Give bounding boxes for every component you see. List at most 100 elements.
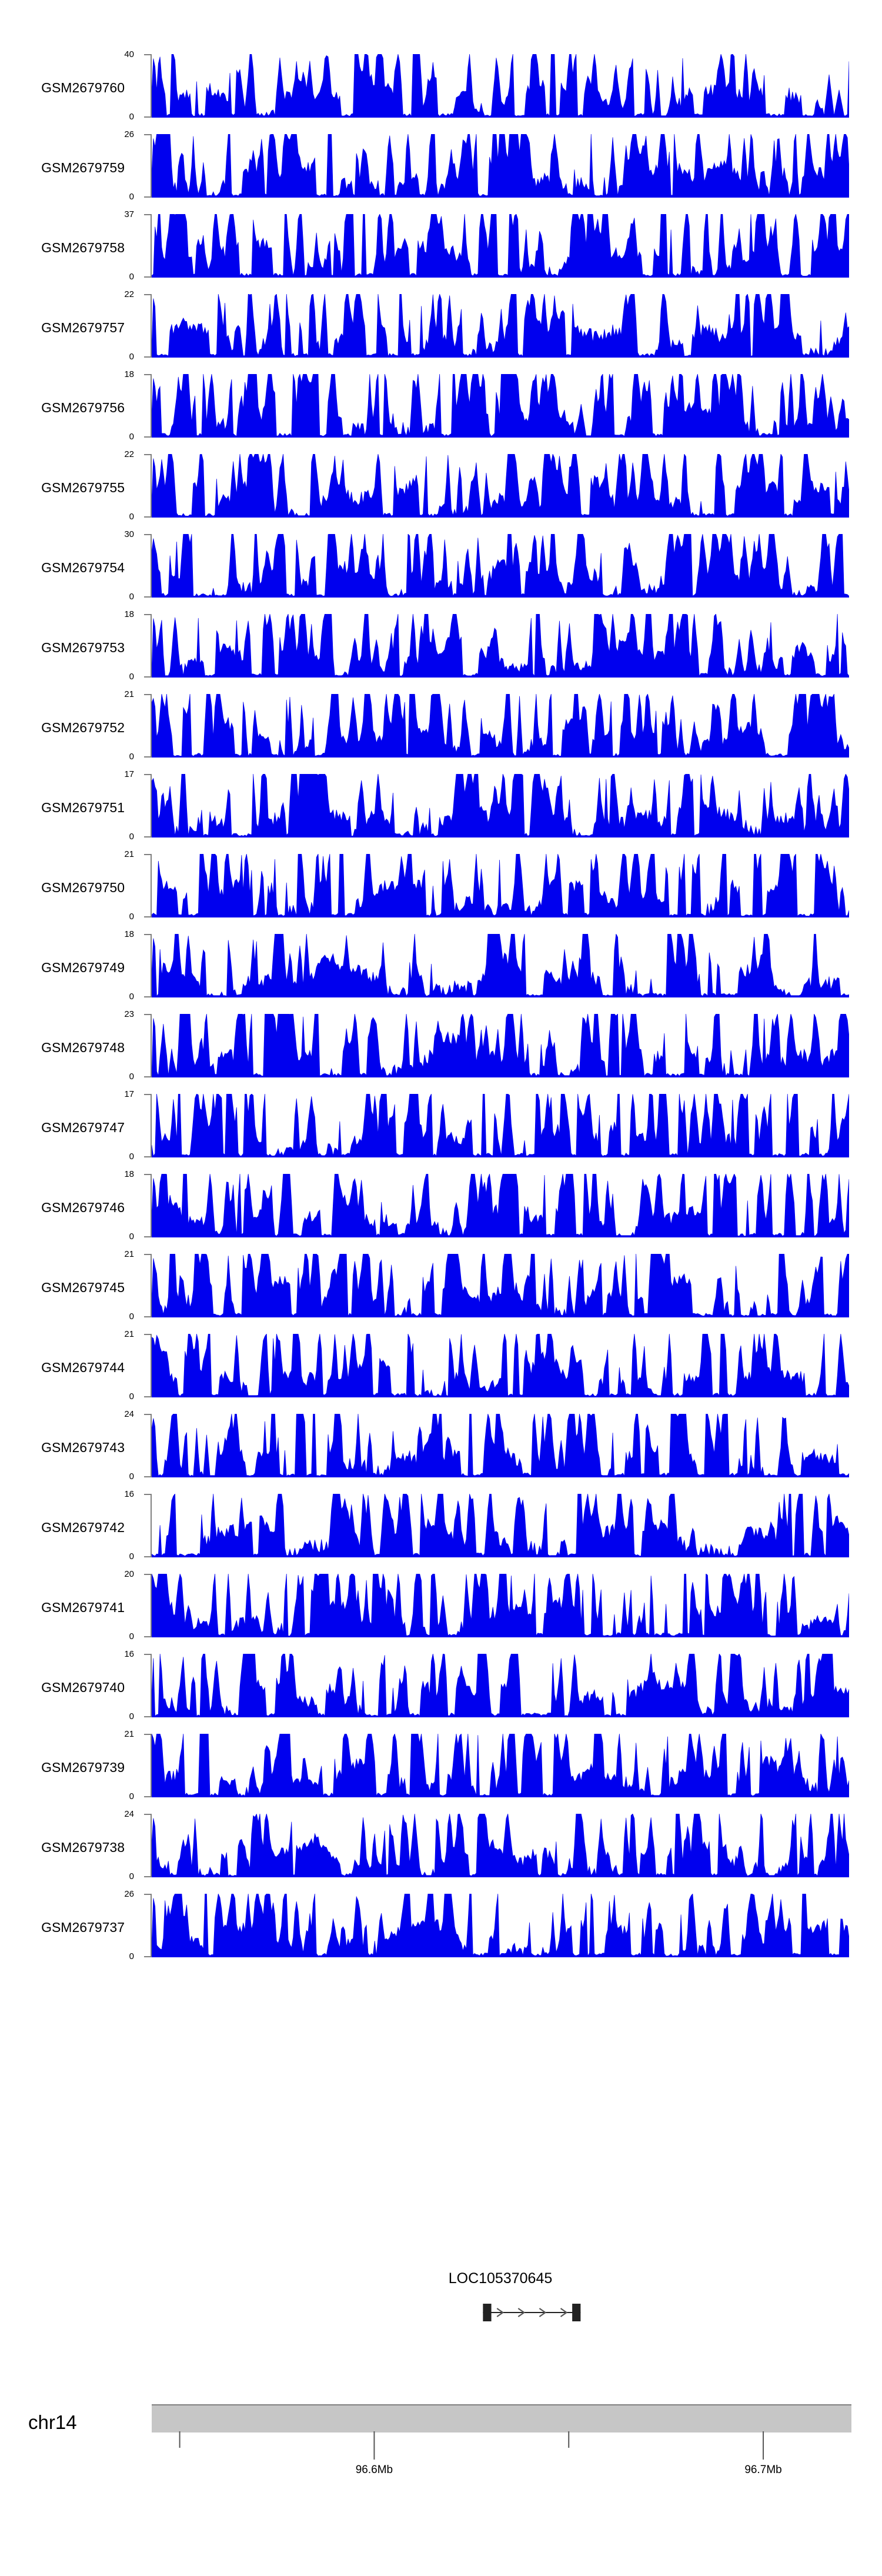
y-axis-tick-max <box>144 1094 152 1095</box>
y-axis-tick-max <box>144 54 152 55</box>
coverage-plot[interactable] <box>152 694 849 758</box>
y-axis-tick-max <box>144 1174 152 1175</box>
y-axis-spine <box>151 454 152 518</box>
y-axis-tick-max <box>144 134 152 135</box>
track-sample-label: GSM2679747 <box>41 1120 125 1135</box>
coverage-plot[interactable] <box>152 534 849 598</box>
y-axis-spine <box>151 934 152 997</box>
y-axis <box>141 1254 152 1317</box>
track-sample-label: GSM2679742 <box>41 1520 125 1535</box>
track-sample-label: GSM2679753 <box>41 640 125 655</box>
coverage-plot[interactable] <box>152 774 849 837</box>
y-axis-min-label: 0 <box>129 1631 134 1641</box>
y-axis-tick-max <box>144 854 152 855</box>
y-axis-max-label: 18 <box>124 929 134 939</box>
y-axis-spine <box>151 1414 152 1477</box>
coverage-plot[interactable] <box>152 1014 849 1077</box>
ideogram-bar[interactable] <box>152 2404 851 2432</box>
y-axis-spine <box>151 614 152 678</box>
coverage-track: GSM2679743 24 0 <box>0 1406 882 1486</box>
y-axis-tick-min <box>144 196 152 198</box>
y-axis <box>141 454 152 518</box>
y-axis-min-label: 0 <box>129 1072 134 1082</box>
coverage-plot[interactable] <box>152 54 849 118</box>
coverage-plot[interactable] <box>152 1334 849 1397</box>
y-axis-min-label: 0 <box>129 192 134 202</box>
y-axis-min-label: 0 <box>129 272 134 282</box>
y-axis-spine <box>151 774 152 837</box>
coverage-track: GSM2679744 21 0 <box>0 1326 882 1406</box>
track-sample-label: GSM2679749 <box>41 960 125 975</box>
y-axis-max-label: 30 <box>124 529 134 539</box>
y-axis-spine <box>151 1654 152 1717</box>
y-axis-max-label: 24 <box>124 1809 134 1819</box>
coverage-track: GSM2679757 22 0 <box>0 286 882 366</box>
y-axis-max-label: 21 <box>124 1249 134 1259</box>
coverage-plot[interactable] <box>152 1734 849 1797</box>
y-axis-min-label: 0 <box>129 1232 134 1242</box>
y-axis-max-label: 26 <box>124 1889 134 1899</box>
y-axis-tick-max <box>144 694 152 695</box>
track-sample-label: GSM2679745 <box>41 1280 125 1295</box>
y-axis-min-label: 0 <box>129 1152 134 1162</box>
y-axis-tick-max <box>144 1334 152 1335</box>
coverage-track: GSM2679741 20 0 <box>0 1566 882 1646</box>
y-axis-tick-min <box>144 436 152 438</box>
axis-tick-label: 96.7Mb <box>744 2464 782 2476</box>
coverage-track: GSM2679751 17 0 <box>0 766 882 846</box>
y-axis-max-label: 22 <box>124 289 134 299</box>
y-axis-min-label: 0 <box>129 1711 134 1721</box>
y-axis-tick-min <box>144 756 152 758</box>
coverage-plot[interactable] <box>152 1574 849 1637</box>
track-sample-label: GSM2679755 <box>41 480 125 495</box>
coverage-track: GSM2679738 24 0 <box>0 1806 882 1886</box>
coverage-plot[interactable] <box>152 294 849 358</box>
y-axis-min-label: 0 <box>129 1312 134 1322</box>
coverage-plot[interactable] <box>152 1174 849 1237</box>
y-axis-max-label: 40 <box>124 49 134 59</box>
track-sample-label: GSM2679758 <box>41 240 125 255</box>
coverage-track: GSM2679752 21 0 <box>0 686 882 766</box>
y-axis-max-label: 22 <box>124 449 134 459</box>
track-sample-label: GSM2679752 <box>41 720 125 735</box>
y-axis-max-label: 17 <box>124 769 134 779</box>
coverage-track: GSM2679750 21 0 <box>0 846 882 926</box>
y-axis-tick-max <box>144 374 152 375</box>
coverage-plot[interactable] <box>152 1494 849 1557</box>
coverage-plot[interactable] <box>152 614 849 678</box>
y-axis-spine <box>151 374 152 438</box>
coverage-plot[interactable] <box>152 214 849 278</box>
coverage-plot[interactable] <box>152 1654 849 1717</box>
coverage-plot[interactable] <box>152 1414 849 1477</box>
coverage-track: GSM2679753 18 0 <box>0 606 882 686</box>
track-sample-label: GSM2679751 <box>41 800 125 815</box>
coverage-plot[interactable] <box>152 1254 849 1317</box>
coverage-plot[interactable] <box>152 1814 849 1877</box>
coverage-plot[interactable] <box>152 374 849 438</box>
y-axis-spine <box>151 1734 152 1797</box>
coverage-plot[interactable] <box>152 934 849 997</box>
y-axis-max-label: 21 <box>124 1329 134 1339</box>
coverage-plot[interactable] <box>152 1094 849 1157</box>
coverage-plot[interactable] <box>152 854 849 917</box>
axis-tick-marks: 96.6Mb 96.7Mb <box>152 2431 851 2502</box>
coverage-plot[interactable] <box>152 1894 849 1957</box>
track-sample-label: GSM2679760 <box>41 80 125 95</box>
y-axis-min-label: 0 <box>129 1471 134 1481</box>
coverage-plot[interactable] <box>152 454 849 518</box>
coverage-track: GSM2679756 18 0 <box>0 366 882 446</box>
y-axis-spine <box>151 1174 152 1237</box>
coverage-track: GSM2679746 18 0 <box>0 1166 882 1246</box>
y-axis-tick-min <box>144 676 152 678</box>
y-axis-min-label: 0 <box>129 992 134 1002</box>
y-axis-max-label: 20 <box>124 1569 134 1579</box>
gene-model-glyph[interactable] <box>152 2301 849 2324</box>
coverage-plot[interactable] <box>152 134 849 198</box>
axis-tick-label: 96.6Mb <box>355 2464 393 2476</box>
y-axis-min-label: 0 <box>129 1551 134 1561</box>
track-sample-label: GSM2679746 <box>41 1200 125 1215</box>
y-axis-max-label: 23 <box>124 1009 134 1019</box>
y-axis <box>141 134 152 198</box>
y-axis <box>141 1414 152 1477</box>
y-axis <box>141 1574 152 1637</box>
